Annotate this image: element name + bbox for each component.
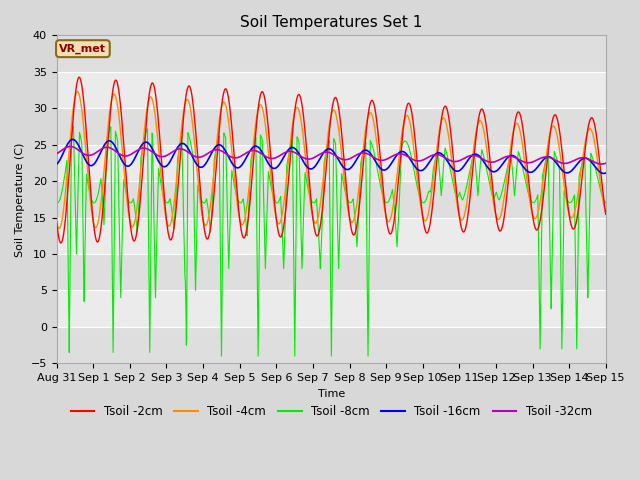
Tsoil -16cm [488, 168, 496, 174]
Tsoil -4cm [417, 205, 425, 211]
Tsoil -2cm [489, 186, 497, 192]
Tsoil -32cm [488, 159, 496, 165]
Y-axis label: Soil Temperature (C): Soil Temperature (C) [15, 142, 25, 256]
Tsoil -8cm [70, 124, 77, 130]
Legend: Tsoil -2cm, Tsoil -4cm, Tsoil -8cm, Tsoil -16cm, Tsoil -32cm: Tsoil -2cm, Tsoil -4cm, Tsoil -8cm, Tsoi… [66, 401, 596, 423]
Tsoil -4cm [237, 220, 244, 226]
Tsoil -8cm [538, 262, 545, 268]
Tsoil -2cm [176, 164, 184, 170]
Tsoil -8cm [602, 200, 609, 205]
Tsoil -32cm [53, 151, 61, 156]
Tsoil -4cm [74, 89, 81, 95]
Tsoil -8cm [417, 197, 425, 203]
Tsoil -16cm [600, 170, 608, 176]
Line: Tsoil -16cm: Tsoil -16cm [57, 139, 605, 173]
Tsoil -8cm [53, 200, 61, 205]
Line: Tsoil -8cm: Tsoil -8cm [57, 127, 605, 356]
Tsoil -32cm [417, 158, 424, 164]
Tsoil -4cm [176, 144, 184, 150]
Tsoil -2cm [538, 211, 545, 216]
Line: Tsoil -4cm: Tsoil -4cm [57, 92, 605, 228]
Tsoil -2cm [57, 240, 65, 246]
Tsoil -16cm [237, 164, 244, 169]
Tsoil -2cm [602, 211, 609, 217]
Tsoil -16cm [602, 170, 609, 176]
Tsoil -16cm [417, 168, 424, 174]
Tsoil -16cm [175, 143, 183, 148]
Tsoil -8cm [237, 200, 244, 205]
Tsoil -4cm [56, 226, 63, 231]
Bar [57, 254, 605, 290]
Line: Tsoil -32cm: Tsoil -32cm [57, 146, 605, 164]
Tsoil -16cm [537, 160, 545, 166]
Tsoil -2cm [53, 219, 61, 225]
Tsoil -16cm [53, 161, 61, 167]
Tsoil -2cm [417, 200, 425, 206]
Tsoil -16cm [69, 136, 77, 142]
Tsoil -2cm [163, 215, 170, 220]
Bar [57, 108, 605, 144]
Tsoil -32cm [175, 146, 183, 152]
Bar [57, 181, 605, 217]
Tsoil -8cm [175, 146, 183, 152]
Tsoil -32cm [598, 161, 605, 167]
Tsoil -2cm [237, 226, 244, 231]
Line: Tsoil -2cm: Tsoil -2cm [57, 77, 605, 243]
Tsoil -32cm [237, 154, 244, 159]
Bar [57, 327, 605, 363]
Tsoil -32cm [162, 153, 170, 159]
Tsoil -16cm [162, 164, 170, 169]
Tsoil -2cm [76, 74, 83, 80]
Tsoil -4cm [602, 210, 609, 216]
Title: Soil Temperatures Set 1: Soil Temperatures Set 1 [240, 15, 422, 30]
Tsoil -32cm [537, 155, 545, 161]
Tsoil -4cm [53, 219, 61, 225]
Tsoil -4cm [163, 216, 170, 222]
Bar [57, 36, 605, 72]
X-axis label: Time: Time [317, 389, 345, 399]
Tsoil -32cm [602, 160, 609, 166]
Text: VR_met: VR_met [60, 44, 106, 54]
Tsoil -4cm [538, 192, 545, 197]
Tsoil -8cm [218, 353, 225, 359]
Tsoil -4cm [489, 195, 497, 201]
Tsoil -8cm [489, 194, 497, 200]
Tsoil -8cm [162, 199, 170, 204]
Tsoil -32cm [67, 144, 74, 149]
